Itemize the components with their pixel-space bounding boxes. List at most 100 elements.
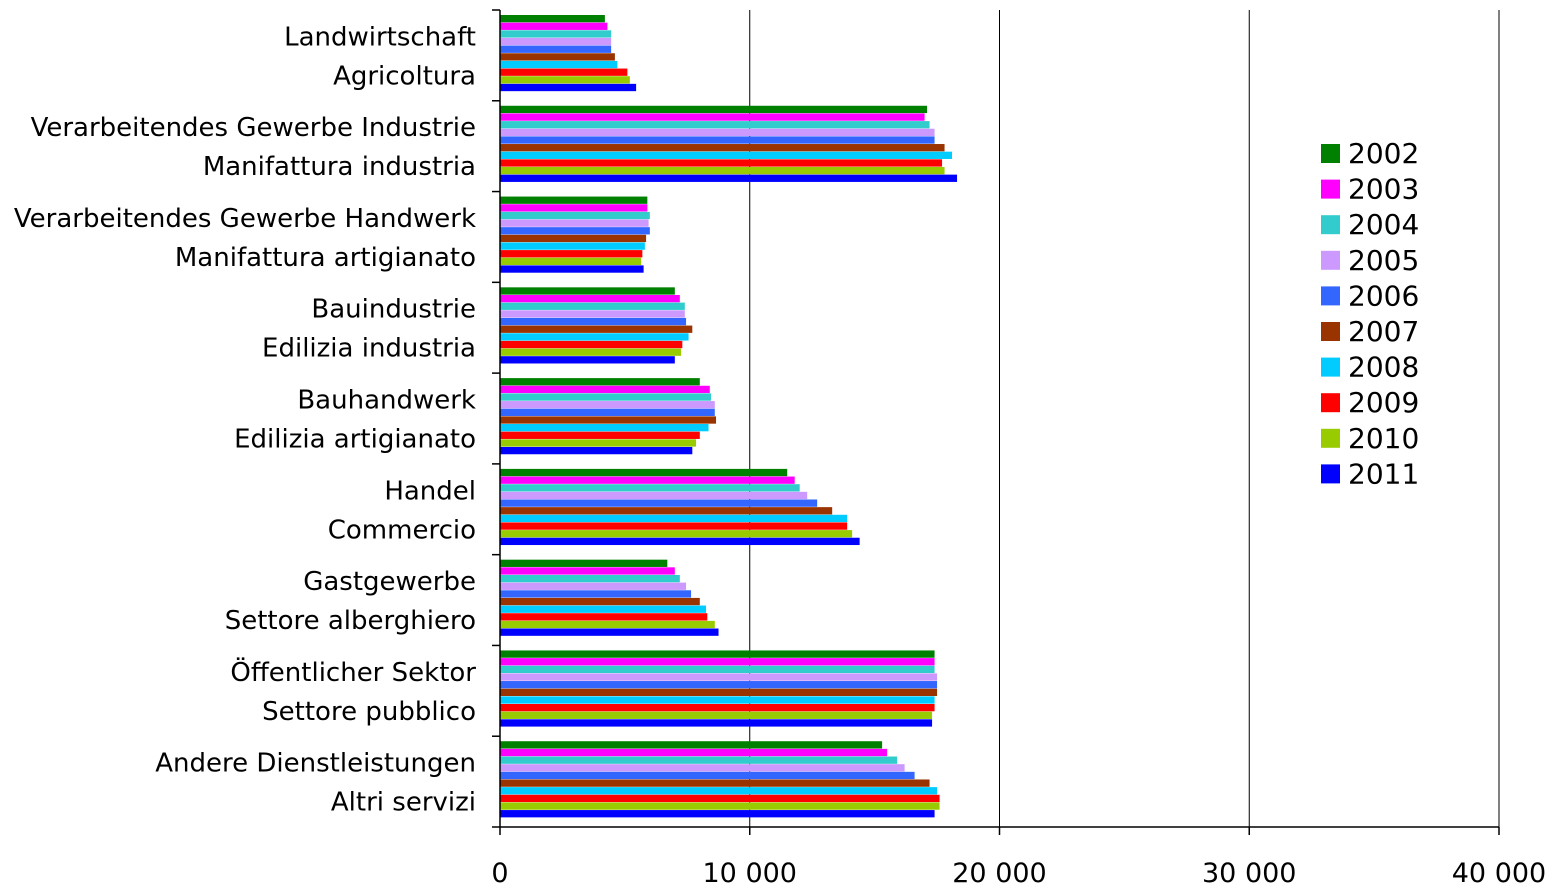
bar bbox=[500, 688, 938, 696]
bar bbox=[500, 401, 715, 409]
category-label-de: Andere Dienstleistungen bbox=[155, 749, 476, 779]
legend-swatch bbox=[1321, 250, 1340, 270]
bar bbox=[500, 794, 940, 803]
bar bbox=[500, 333, 689, 341]
bar bbox=[500, 597, 700, 606]
category-label-it: Manifattura industria bbox=[203, 152, 476, 182]
bar bbox=[500, 60, 618, 69]
bar bbox=[500, 507, 833, 515]
legend-swatch bbox=[1321, 357, 1340, 377]
bar bbox=[500, 204, 648, 212]
bar bbox=[500, 53, 615, 61]
category-label-de: Öffentlicher Sektor bbox=[230, 656, 476, 688]
bar bbox=[500, 681, 938, 689]
bar bbox=[500, 673, 938, 681]
bar bbox=[500, 537, 860, 546]
category-label-it: Edilizia industria bbox=[262, 334, 476, 364]
bar bbox=[500, 431, 700, 439]
bar bbox=[500, 605, 707, 613]
bar bbox=[500, 650, 935, 658]
bar bbox=[500, 310, 685, 318]
legend-label: 2005 bbox=[1348, 244, 1419, 277]
bar bbox=[500, 15, 605, 23]
bar bbox=[500, 136, 935, 144]
bar bbox=[500, 530, 853, 538]
legend-label: 2010 bbox=[1348, 422, 1419, 455]
bar bbox=[500, 227, 650, 235]
bar bbox=[500, 242, 645, 250]
x-tick-label: 0 bbox=[491, 858, 508, 889]
bar bbox=[500, 802, 940, 810]
category-label-it: Altri servizi bbox=[331, 788, 476, 818]
bar bbox=[500, 317, 687, 326]
bar bbox=[500, 128, 935, 137]
bar bbox=[500, 393, 712, 401]
bar bbox=[500, 340, 683, 349]
bar bbox=[500, 325, 693, 333]
category-label-it: Commercio bbox=[328, 515, 476, 545]
category-label-de: Handel bbox=[384, 476, 476, 506]
bar bbox=[500, 719, 933, 727]
category-label-it: Agricoltura bbox=[333, 61, 476, 91]
legend-label: 2008 bbox=[1348, 351, 1419, 384]
bar bbox=[500, 711, 933, 719]
bar bbox=[500, 590, 692, 598]
category-label-de: Bauhandwerk bbox=[297, 386, 476, 416]
legend-label: 2007 bbox=[1348, 315, 1419, 348]
bar bbox=[500, 476, 795, 484]
bar bbox=[500, 764, 905, 772]
legend-label: 2004 bbox=[1348, 208, 1419, 241]
bar bbox=[500, 582, 687, 590]
bar bbox=[500, 113, 925, 121]
bar bbox=[500, 468, 788, 477]
bar bbox=[500, 287, 675, 295]
bar bbox=[500, 620, 715, 629]
bar bbox=[500, 665, 935, 674]
legend-swatch bbox=[1321, 286, 1340, 306]
legend-swatch bbox=[1321, 179, 1340, 199]
bar bbox=[500, 234, 647, 243]
category-label-it: Settore alberghiero bbox=[225, 606, 476, 636]
bar bbox=[500, 121, 930, 129]
bar bbox=[500, 294, 680, 303]
bar bbox=[500, 424, 709, 432]
bar bbox=[500, 559, 668, 567]
bar bbox=[500, 439, 697, 447]
legend-label: 2009 bbox=[1348, 386, 1419, 419]
bar bbox=[500, 30, 612, 38]
bar bbox=[500, 787, 938, 795]
category-label-de: Landwirtschaft bbox=[284, 22, 476, 52]
bar bbox=[500, 658, 935, 666]
bar bbox=[500, 703, 935, 712]
bar bbox=[500, 385, 710, 394]
bar bbox=[500, 257, 642, 266]
bar bbox=[500, 211, 650, 220]
x-tick-label: 20 000 bbox=[952, 858, 1046, 889]
category-label-it: Settore pubblico bbox=[262, 697, 476, 727]
bar bbox=[500, 484, 800, 492]
bar bbox=[500, 76, 630, 84]
bar bbox=[500, 22, 608, 30]
bar bbox=[500, 416, 717, 424]
axes bbox=[492, 9, 1500, 835]
bar bbox=[500, 771, 915, 780]
bar bbox=[500, 302, 685, 310]
bar bbox=[500, 37, 612, 46]
bar bbox=[500, 378, 700, 386]
bar bbox=[500, 491, 808, 500]
bar bbox=[500, 348, 682, 356]
bar bbox=[500, 748, 888, 757]
bar bbox=[500, 741, 883, 749]
bar bbox=[500, 356, 675, 364]
bar bbox=[500, 151, 953, 159]
bar bbox=[500, 68, 628, 76]
legend-swatch bbox=[1321, 428, 1340, 448]
category-labels: Landwirtschaft Agricoltura Verarbeitendes … bbox=[14, 22, 476, 817]
category-label-it: Edilizia artigianato bbox=[234, 425, 476, 455]
bar bbox=[500, 144, 945, 152]
legend-label: 2003 bbox=[1348, 173, 1419, 206]
category-label-de: Verarbeitendes Gewerbe Handwerk bbox=[14, 204, 476, 234]
bar bbox=[500, 196, 648, 204]
bar bbox=[500, 250, 643, 258]
